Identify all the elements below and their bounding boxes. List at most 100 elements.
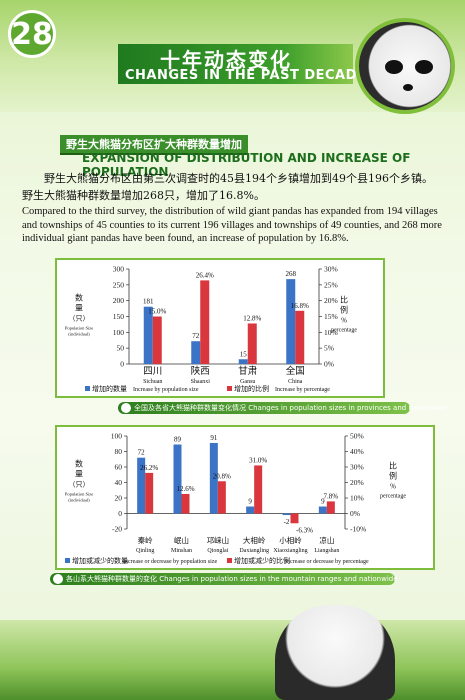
chart-mountains: -20 -10% 0 0% 20 10% 40 20% 60 30% 80 40% 100 50% 72 26… xyxy=(65,432,407,566)
bar-count xyxy=(318,506,327,514)
y-tick-label-right: 25% xyxy=(324,280,338,289)
y-tick-label-left: 200 xyxy=(113,296,125,305)
caption-mountains-en: Changes in population sizes in the mount… xyxy=(159,575,398,583)
panda-photo xyxy=(355,18,455,114)
y-axis-label-left-cn: 数 xyxy=(75,293,83,303)
bamboo-grass-background xyxy=(0,620,465,700)
bar-count xyxy=(143,306,153,364)
y-tick-label-right: 20% xyxy=(350,478,364,487)
category-label-cn: 邛崃山 xyxy=(207,535,230,545)
title-band xyxy=(118,44,353,84)
y-axis-label-left-unit: （只） xyxy=(69,315,90,323)
caption-provinces-en: Changes in population sizes in provinces… xyxy=(248,404,447,412)
caption-mountains-cn: 各山系大熊猫种群数量的变化 xyxy=(66,575,157,583)
data-label-percent: 31.0% xyxy=(249,456,267,464)
bar-count xyxy=(209,442,218,514)
category-label-en: Daxiangling xyxy=(239,548,269,554)
data-label-percent: 12.8% xyxy=(243,314,261,322)
category-label-en: Gansu xyxy=(240,379,255,385)
bar-count xyxy=(173,444,182,514)
y-axis-label-left-en: (individual) xyxy=(68,332,90,337)
section-title-cn: 野生大熊猫分布区扩大种群数量增加 xyxy=(60,135,248,155)
page-number-badge: 28 xyxy=(8,10,56,58)
bar-count xyxy=(282,513,291,516)
y-axis-label-right-cn: 比 xyxy=(389,461,397,471)
data-label-percent: 12.6% xyxy=(176,485,194,493)
legend-count-en: Increase by population size xyxy=(133,387,199,393)
data-label-percent: 26.2% xyxy=(140,464,158,472)
category-label-cn: 四川 xyxy=(143,366,162,377)
y-axis-label-right-symbol: % xyxy=(390,483,396,491)
caption-mountains: 各山系大熊猫种群数量的变化 Changes in population size… xyxy=(50,573,398,585)
legend-swatch-count xyxy=(85,386,90,391)
data-label-count: -2 xyxy=(284,518,290,526)
category-label-en: Shaanxi xyxy=(191,379,211,385)
y-tick-label-right: 5% xyxy=(324,344,334,353)
chart-box-provinces: 0 0% 50 5% 100 10% 150 15% 200 20% 250 25% 300 30% 181… xyxy=(55,258,385,398)
category-label-cn: 小相岭 xyxy=(279,535,302,545)
bar-percent xyxy=(145,472,154,514)
y-tick-label-left: 150 xyxy=(113,312,125,321)
paragraph-en: Compared to the third survey, the distri… xyxy=(22,206,442,244)
y-axis-label-right-symbol: % xyxy=(341,317,347,325)
panda-bullet-icon xyxy=(53,574,63,584)
data-label-count: 181 xyxy=(143,298,154,306)
panda-eye-right xyxy=(415,60,433,74)
y-tick-label-left: -20 xyxy=(112,525,122,534)
category-label-en: Qionglai xyxy=(207,548,228,554)
caption-provinces-cn: 全国及各省大熊猫种群数量变化情况 xyxy=(134,404,246,412)
bar-count xyxy=(246,506,255,514)
category-label-cn: 陕西 xyxy=(191,365,210,377)
bar-percent xyxy=(217,481,226,514)
bar-percent xyxy=(181,493,190,514)
chart-provinces: 0 0% 50 5% 100 10% 150 15% 200 20% 250 25% 300 30% 181… xyxy=(65,265,358,394)
bar-percent xyxy=(290,513,299,524)
y-axis-label-left-en: (individual) xyxy=(68,498,90,503)
data-label-count: 72 xyxy=(138,449,146,457)
category-label-cn: 全国 xyxy=(286,365,305,377)
y-axis-label-left-cn: 数 xyxy=(75,459,83,469)
y-axis-label-right-en: percentage xyxy=(331,328,357,334)
bar-percent xyxy=(295,310,305,364)
y-tick-label-right: 0% xyxy=(324,360,334,369)
data-label-percent: 26.4% xyxy=(196,271,214,279)
bar-percent xyxy=(326,501,335,514)
category-label-en: Xiaoxiangling xyxy=(273,548,307,554)
bar-percent xyxy=(254,465,263,514)
legend-count-cn: 增加或减少的数量 xyxy=(72,556,128,565)
y-tick-label-left: 0 xyxy=(118,509,122,518)
y-tick-label-right: 20% xyxy=(324,296,338,305)
y-tick-label-left: 50 xyxy=(117,344,125,353)
y-tick-label-left: 100 xyxy=(113,328,125,337)
category-label-en: China xyxy=(288,379,303,385)
page-number: 28 xyxy=(11,16,53,52)
bar-count xyxy=(191,341,201,364)
y-tick-label-right: 15% xyxy=(324,312,338,321)
category-label-en: Sichuan xyxy=(143,379,162,385)
category-label-cn: 秦岭 xyxy=(138,535,153,545)
y-tick-label-right: -10% xyxy=(350,525,366,534)
y-axis-label-left-unit: （只） xyxy=(69,481,90,489)
bar-count xyxy=(238,359,248,364)
bar-count xyxy=(286,279,296,364)
panda-eye-left xyxy=(385,60,403,74)
category-label-cn: 甘肃 xyxy=(238,365,257,377)
y-tick-label-left: 40 xyxy=(115,478,123,487)
y-tick-label-left: 100 xyxy=(111,432,123,441)
y-axis-label-left-en: Population Size xyxy=(65,492,93,497)
y-tick-label-left: 20 xyxy=(115,494,123,503)
y-tick-label-right: 0% xyxy=(350,509,360,518)
data-label-percent: 16.8% xyxy=(291,302,309,310)
category-label-en: Qinling xyxy=(136,548,154,554)
header-title-en: CHANGES IN THE PAST DECADE xyxy=(125,68,367,83)
y-tick-label-right: 10% xyxy=(350,494,364,503)
panda-bullet-icon xyxy=(121,403,131,413)
legend-count-en: Increase or decrease by population size xyxy=(123,559,217,565)
legend-swatch-percent xyxy=(227,558,232,563)
data-label-percent: 15.0% xyxy=(148,308,166,316)
y-axis-label-left-cn: 量 xyxy=(75,304,83,313)
legend-swatch-count xyxy=(65,558,70,563)
category-label-en: Minshan xyxy=(171,548,192,554)
y-tick-label-right: 10% xyxy=(324,328,338,337)
data-label-count: 9 xyxy=(248,498,252,506)
